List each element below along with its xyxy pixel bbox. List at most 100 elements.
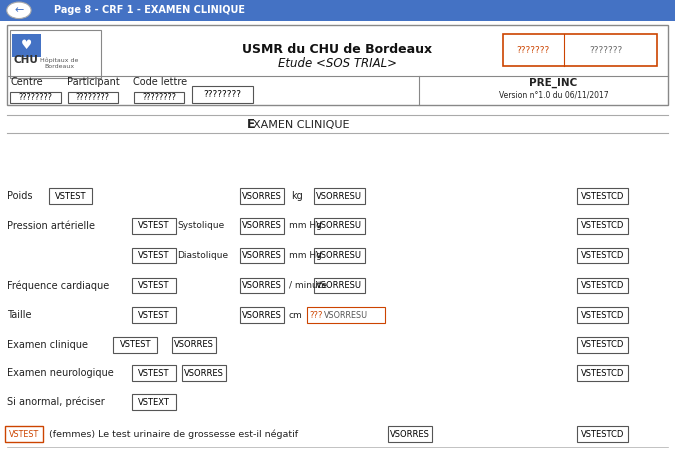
Text: Diastolique: Diastolique [178, 251, 229, 260]
Text: VSTESTCD: VSTESTCD [580, 281, 624, 290]
Text: VSTESTCD: VSTESTCD [580, 340, 624, 349]
Text: VSORRESU: VSORRESU [316, 191, 362, 201]
FancyBboxPatch shape [314, 188, 364, 204]
FancyBboxPatch shape [49, 188, 92, 204]
Text: VSORRES: VSORRES [242, 191, 281, 201]
Text: ????????: ???????? [76, 93, 110, 102]
Circle shape [7, 2, 31, 18]
FancyBboxPatch shape [132, 365, 176, 381]
FancyBboxPatch shape [577, 365, 628, 381]
Bar [0, 0, 675, 21]
Text: cm: cm [289, 311, 302, 320]
FancyBboxPatch shape [240, 307, 284, 323]
Text: / minute: / minute [289, 281, 327, 290]
Text: VSORRES: VSORRES [242, 281, 281, 290]
Text: Participant: Participant [67, 77, 119, 87]
Text: VSORRES: VSORRES [242, 311, 281, 320]
Text: PRE_INC: PRE_INC [529, 77, 578, 87]
Text: Version n°1.0 du 06/11/2017: Version n°1.0 du 06/11/2017 [499, 91, 608, 100]
FancyBboxPatch shape [132, 278, 176, 293]
Text: Poids: Poids [7, 191, 32, 201]
Text: USMR du CHU de Bordeaux: USMR du CHU de Bordeaux [242, 43, 433, 55]
Text: ???: ??? [309, 311, 323, 320]
Text: Page 8 - CRF 1 - EXAMEN CLINIQUE: Page 8 - CRF 1 - EXAMEN CLINIQUE [54, 5, 245, 15]
FancyBboxPatch shape [172, 337, 216, 353]
Text: VSTEXT: VSTEXT [138, 398, 169, 407]
Text: ♥: ♥ [21, 39, 32, 52]
FancyBboxPatch shape [10, 30, 101, 78]
FancyBboxPatch shape [240, 188, 284, 204]
Text: Examen neurologique: Examen neurologique [7, 368, 113, 378]
Text: Centre: Centre [11, 77, 43, 87]
Text: mm Hg: mm Hg [289, 251, 322, 260]
Text: VSTEST: VSTEST [138, 369, 169, 378]
Text: ???????: ??????? [589, 46, 622, 55]
Text: VSTESTCD: VSTESTCD [580, 369, 624, 378]
Text: kg: kg [292, 191, 303, 201]
FancyBboxPatch shape [240, 248, 284, 263]
FancyBboxPatch shape [503, 34, 657, 66]
FancyBboxPatch shape [577, 248, 628, 263]
FancyBboxPatch shape [7, 25, 668, 105]
FancyBboxPatch shape [307, 307, 385, 323]
FancyBboxPatch shape [388, 426, 432, 442]
FancyBboxPatch shape [240, 278, 284, 293]
Text: VSORRESU: VSORRESU [316, 251, 362, 260]
FancyBboxPatch shape [314, 278, 364, 293]
Text: Examen clinique: Examen clinique [7, 340, 88, 350]
FancyBboxPatch shape [134, 92, 184, 103]
Text: VSTEST: VSTEST [138, 311, 169, 320]
Text: VSORRES: VSORRES [174, 340, 214, 349]
Text: VSORRESU: VSORRESU [324, 311, 368, 320]
Text: VSORRESU: VSORRESU [316, 221, 362, 230]
Text: Etude <SOS TRIAL>: Etude <SOS TRIAL> [278, 57, 397, 70]
Text: VSTEST: VSTEST [138, 221, 169, 230]
Text: VSORRES: VSORRES [390, 430, 430, 439]
FancyBboxPatch shape [577, 188, 628, 204]
Text: VSTEST: VSTEST [9, 430, 39, 439]
Text: VSTEST: VSTEST [119, 340, 151, 349]
FancyBboxPatch shape [314, 218, 364, 234]
Text: XAMEN CLINIQUE: XAMEN CLINIQUE [253, 120, 350, 130]
Text: VSORRESU: VSORRESU [316, 281, 362, 290]
Text: VSTESTCD: VSTESTCD [580, 251, 624, 260]
Text: Pression artérielle: Pression artérielle [7, 221, 94, 231]
FancyBboxPatch shape [132, 248, 176, 263]
Text: Code lettre: Code lettre [133, 77, 187, 87]
Text: ???????: ??????? [516, 46, 550, 55]
FancyBboxPatch shape [113, 337, 157, 353]
Text: (femmes) Le test urinaire de grossesse est-il négatif: (femmes) Le test urinaire de grossesse e… [49, 430, 298, 439]
Text: VSTEST: VSTEST [55, 191, 86, 201]
FancyBboxPatch shape [10, 92, 61, 103]
FancyBboxPatch shape [577, 307, 628, 323]
Text: ????????: ???????? [204, 90, 242, 99]
FancyBboxPatch shape [577, 218, 628, 234]
FancyBboxPatch shape [577, 426, 628, 442]
Text: Systolique: Systolique [178, 221, 225, 230]
Text: mm Hg: mm Hg [289, 221, 322, 230]
Text: Si anormal, préciser: Si anormal, préciser [7, 397, 105, 407]
FancyBboxPatch shape [314, 248, 364, 263]
Text: VSTEST: VSTEST [138, 281, 169, 290]
FancyBboxPatch shape [192, 86, 253, 103]
FancyBboxPatch shape [240, 218, 284, 234]
Text: ????????: ???????? [18, 93, 53, 102]
Text: VSORRES: VSORRES [184, 369, 224, 378]
FancyBboxPatch shape [132, 307, 176, 323]
FancyBboxPatch shape [132, 218, 176, 234]
Text: Taille: Taille [7, 310, 31, 320]
FancyBboxPatch shape [12, 34, 40, 57]
FancyBboxPatch shape [132, 394, 176, 410]
Text: Hôpitaux de
Bordeaux: Hôpitaux de Bordeaux [40, 58, 78, 69]
FancyBboxPatch shape [182, 365, 226, 381]
FancyBboxPatch shape [577, 337, 628, 353]
Text: E: E [246, 118, 254, 131]
Text: VSTEST: VSTEST [138, 251, 169, 260]
Text: VSTESTCD: VSTESTCD [580, 191, 624, 201]
Text: ←: ← [14, 5, 24, 15]
Text: VSTESTCD: VSTESTCD [580, 221, 624, 230]
Text: ????????: ???????? [142, 93, 176, 102]
Text: VSORRES: VSORRES [242, 251, 281, 260]
Text: VSORRES: VSORRES [242, 221, 281, 230]
FancyBboxPatch shape [577, 278, 628, 293]
